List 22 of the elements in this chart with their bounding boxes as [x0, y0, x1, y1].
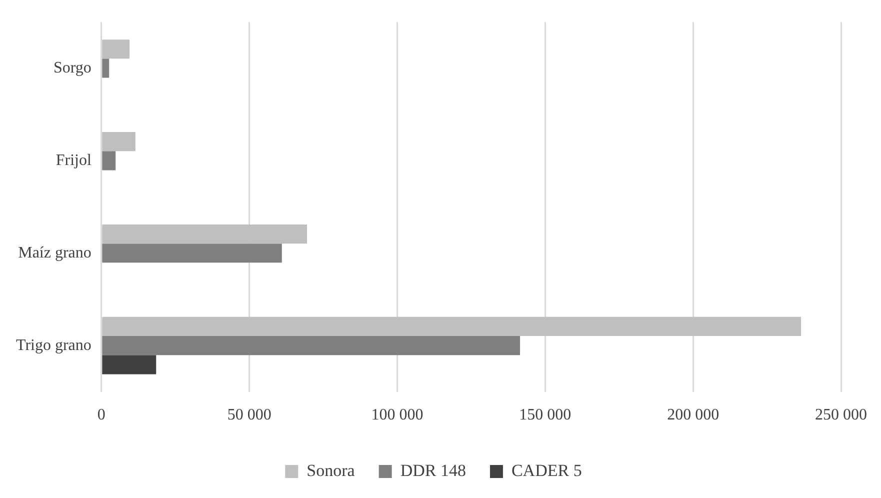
bar [102, 58, 110, 78]
bar [102, 224, 308, 244]
y-tick-label: Sorgo [53, 59, 92, 76]
legend-label: CADER 5 [511, 460, 582, 480]
x-tick-label: 0 [97, 406, 106, 424]
y-tick-label: Trigo grano [16, 336, 92, 354]
bar [102, 244, 282, 263]
y-tick-label: Maíz grano [18, 244, 92, 262]
x-tick-label: 200 000 [667, 406, 720, 424]
y-tick-label: Frijol [56, 152, 92, 169]
x-tick-label: 150 000 [519, 406, 572, 424]
bar [102, 336, 520, 356]
bar [102, 132, 136, 152]
bar [102, 40, 130, 59]
legend-label: Sonora [306, 460, 356, 480]
bar [102, 355, 156, 374]
legend-label: DDR 148 [400, 460, 466, 480]
x-tick-label: 100 000 [371, 406, 424, 424]
bar [102, 316, 802, 336]
x-tick-label: 50 000 [227, 406, 272, 424]
bar [102, 151, 116, 170]
x-tick-label: 250 000 [815, 406, 867, 424]
